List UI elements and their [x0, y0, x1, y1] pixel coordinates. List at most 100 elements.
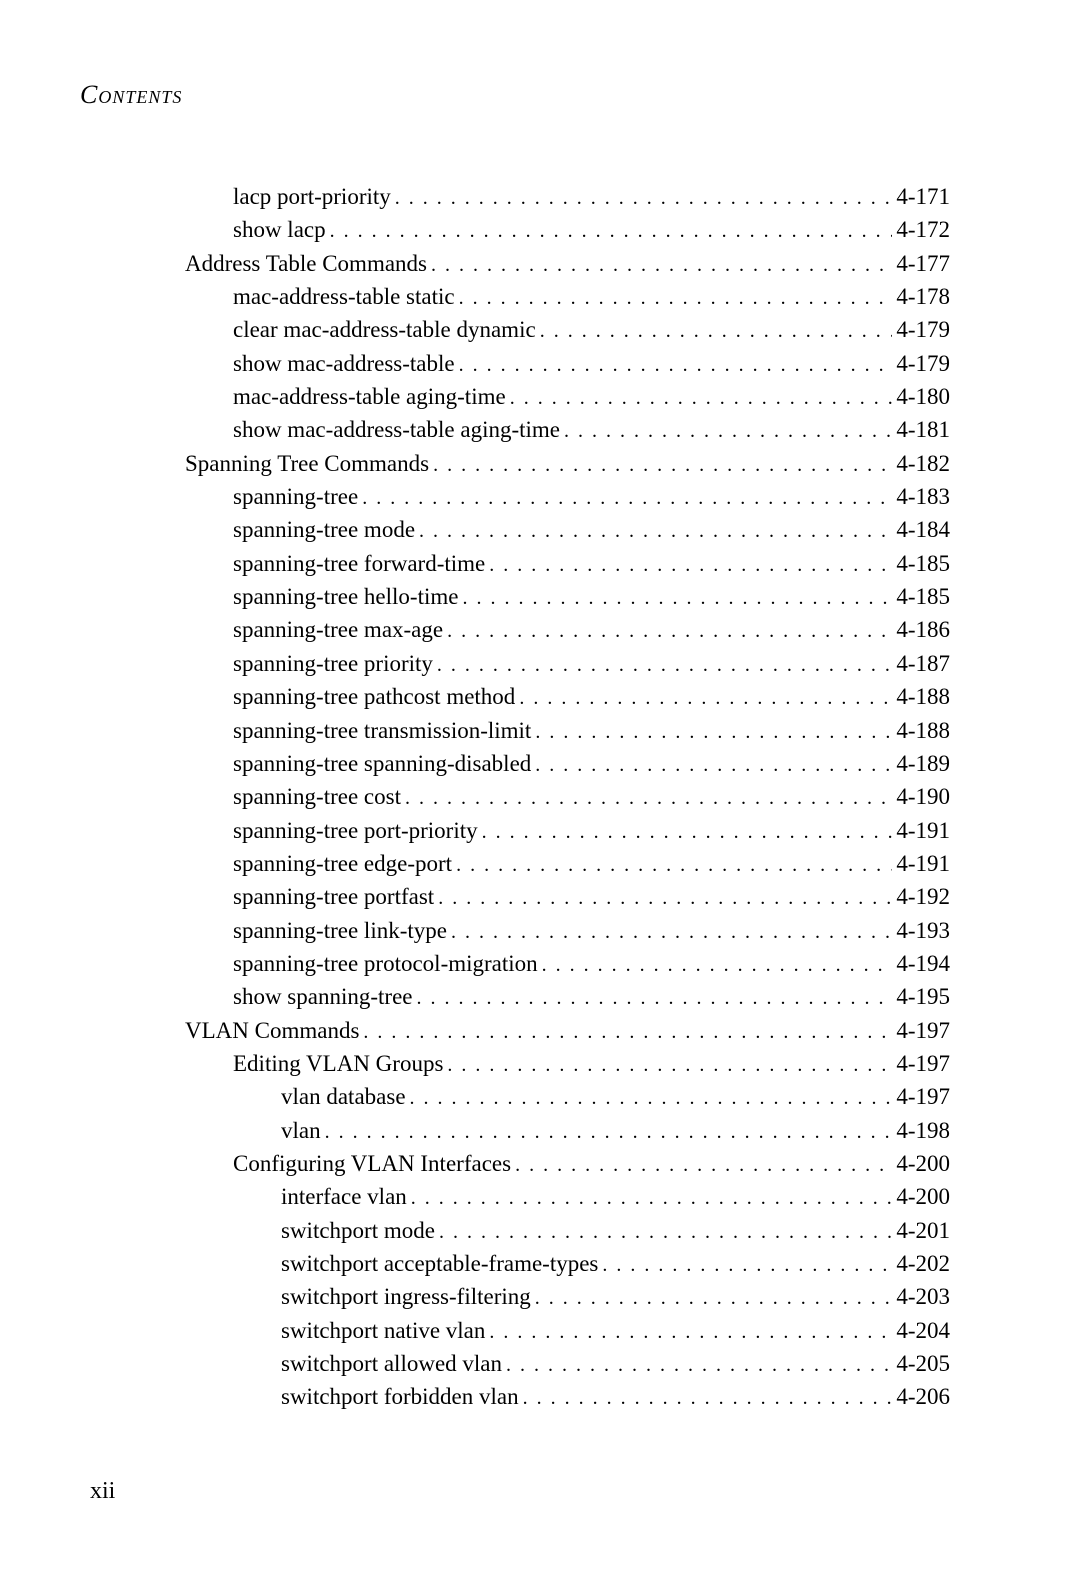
toc-entry: switchport native vlan 4-204 — [185, 1314, 950, 1347]
toc-entry-label: switchport mode — [281, 1214, 435, 1247]
toc-entry-page: 4-178 — [892, 280, 950, 313]
toc-entry-label: Spanning Tree Commands — [185, 447, 429, 480]
toc-entry: Editing VLAN Groups4-197 — [185, 1047, 950, 1080]
toc-entry-page: 4-205 — [892, 1347, 950, 1380]
toc-entry-page: 4-188 — [892, 714, 950, 747]
toc-entry-label: Configuring VLAN Interfaces — [233, 1147, 511, 1180]
contents-header: Contents — [80, 80, 980, 110]
toc-leader-dots — [429, 447, 892, 480]
toc-entry: vlan database4-197 — [185, 1080, 950, 1113]
toc-leader-dots — [478, 814, 893, 847]
toc-entry-label: clear mac-address-table dynamic — [233, 313, 536, 346]
toc-leader-dots — [511, 1147, 892, 1180]
toc-entry-page: 4-193 — [892, 914, 950, 947]
toc-entry: spanning-tree max-age4-186 — [185, 613, 950, 646]
toc-entry-label: spanning-tree port-priority — [233, 814, 478, 847]
toc-entry-label: spanning-tree edge-port — [233, 847, 452, 880]
toc-entry: spanning-tree protocol-migration 4-194 — [185, 947, 950, 980]
toc-entry-label: interface vlan — [281, 1180, 407, 1213]
toc-entry-page: 4-188 — [892, 680, 950, 713]
toc-entry-page: 4-194 — [892, 947, 950, 980]
toc-entry: show lacp4-172 — [185, 213, 950, 246]
toc-entry: spanning-tree portfast4-192 — [185, 880, 950, 913]
toc-entry: VLAN Commands 4-197 — [185, 1014, 950, 1047]
toc-leader-dots — [401, 780, 892, 813]
toc-entry-label: spanning-tree protocol-migration — [233, 947, 538, 980]
toc-leader-dots — [434, 880, 892, 913]
toc-entry-page: 4-171 — [892, 180, 950, 213]
toc-entry-label: spanning-tree max-age — [233, 613, 443, 646]
toc-leader-dots — [452, 847, 892, 880]
toc-entry-page: 4-190 — [892, 780, 950, 813]
toc-leader-dots — [455, 280, 893, 313]
toc-leader-dots — [485, 547, 892, 580]
toc-entry-page: 4-204 — [892, 1314, 950, 1347]
toc-entry-label: spanning-tree link-type — [233, 914, 447, 947]
toc-entry: spanning-tree hello-time4-185 — [185, 580, 950, 613]
toc-entry: show mac-address-table aging-time4-181 — [185, 413, 950, 446]
toc-entry-page: 4-197 — [892, 1014, 950, 1047]
toc-entry: switchport acceptable-frame-types4-202 — [185, 1247, 950, 1280]
toc-leader-dots — [391, 180, 893, 213]
toc-entry-label: vlan — [281, 1114, 321, 1147]
toc-entry: switchport ingress-filtering4-203 — [185, 1280, 950, 1313]
toc-entry: show spanning-tree4-195 — [185, 980, 950, 1013]
toc-entry: spanning-tree cost4-190 — [185, 780, 950, 813]
toc-entry: vlan4-198 — [185, 1114, 950, 1147]
toc-entry-page: 4-185 — [892, 580, 950, 613]
toc-entry-page: 4-185 — [892, 547, 950, 580]
toc-leader-dots — [485, 1314, 892, 1347]
toc-entry: spanning-tree link-type 4-193 — [185, 914, 950, 947]
toc-entry: Spanning Tree Commands 4-182 — [185, 447, 950, 480]
toc-leader-dots — [326, 213, 893, 246]
toc-leader-dots — [359, 1014, 892, 1047]
toc-entry: spanning-tree priority4-187 — [185, 647, 950, 680]
toc-entry-label: spanning-tree forward-time — [233, 547, 485, 580]
toc-entry-label: spanning-tree — [233, 480, 358, 513]
toc-entry-page: 4-203 — [892, 1280, 950, 1313]
toc-entry-page: 4-187 — [892, 647, 950, 680]
toc-entry-page: 4-197 — [892, 1080, 950, 1113]
toc-leader-dots — [427, 247, 892, 280]
toc-entry: spanning-tree 4-183 — [185, 480, 950, 513]
toc-entry: Configuring VLAN Interfaces 4-200 — [185, 1147, 950, 1180]
toc-entry-label: switchport acceptable-frame-types — [281, 1247, 598, 1280]
toc-entry: switchport mode4-201 — [185, 1214, 950, 1247]
toc-entry-page: 4-200 — [892, 1147, 950, 1180]
table-of-contents: lacp port-priority4-171show lacp4-172Add… — [185, 180, 950, 1414]
toc-leader-dots — [413, 980, 893, 1013]
toc-leader-dots — [455, 347, 893, 380]
toc-entry-page: 4-184 — [892, 513, 950, 546]
toc-leader-dots — [560, 413, 892, 446]
toc-entry: interface vlan4-200 — [185, 1180, 950, 1213]
toc-entry: spanning-tree pathcost method 4-188 — [185, 680, 950, 713]
toc-leader-dots — [415, 513, 892, 546]
toc-entry-label: mac-address-table aging-time — [233, 380, 506, 413]
toc-entry-page: 4-191 — [892, 814, 950, 847]
toc-leader-dots — [433, 647, 892, 680]
toc-entry: spanning-tree mode 4-184 — [185, 513, 950, 546]
toc-entry-label: show lacp — [233, 213, 326, 246]
toc-entry: spanning-tree port-priority 4-191 — [185, 814, 950, 847]
toc-leader-dots — [536, 313, 893, 346]
toc-entry-label: Editing VLAN Groups — [233, 1047, 443, 1080]
toc-leader-dots — [502, 1347, 892, 1380]
toc-entry-page: 4-183 — [892, 480, 950, 513]
toc-leader-dots — [321, 1114, 893, 1147]
toc-entry-page: 4-179 — [892, 313, 950, 346]
toc-entry: spanning-tree edge-port 4-191 — [185, 847, 950, 880]
toc-leader-dots — [515, 680, 892, 713]
toc-entry-page: 4-191 — [892, 847, 950, 880]
toc-entry-label: switchport native vlan — [281, 1314, 485, 1347]
toc-entry-label: spanning-tree transmission-limit — [233, 714, 531, 747]
toc-entry-label: spanning-tree portfast — [233, 880, 434, 913]
toc-entry: spanning-tree transmission-limit 4-188 — [185, 714, 950, 747]
page-number: xii — [90, 1478, 115, 1505]
toc-entry-label: spanning-tree pathcost method — [233, 680, 515, 713]
toc-leader-dots — [531, 747, 892, 780]
toc-entry: switchport forbidden vlan4-206 — [185, 1380, 950, 1413]
toc-entry-page: 4-182 — [892, 447, 950, 480]
toc-entry-label: switchport allowed vlan — [281, 1347, 502, 1380]
toc-entry-label: VLAN Commands — [185, 1014, 359, 1047]
toc-entry-label: spanning-tree mode — [233, 513, 415, 546]
